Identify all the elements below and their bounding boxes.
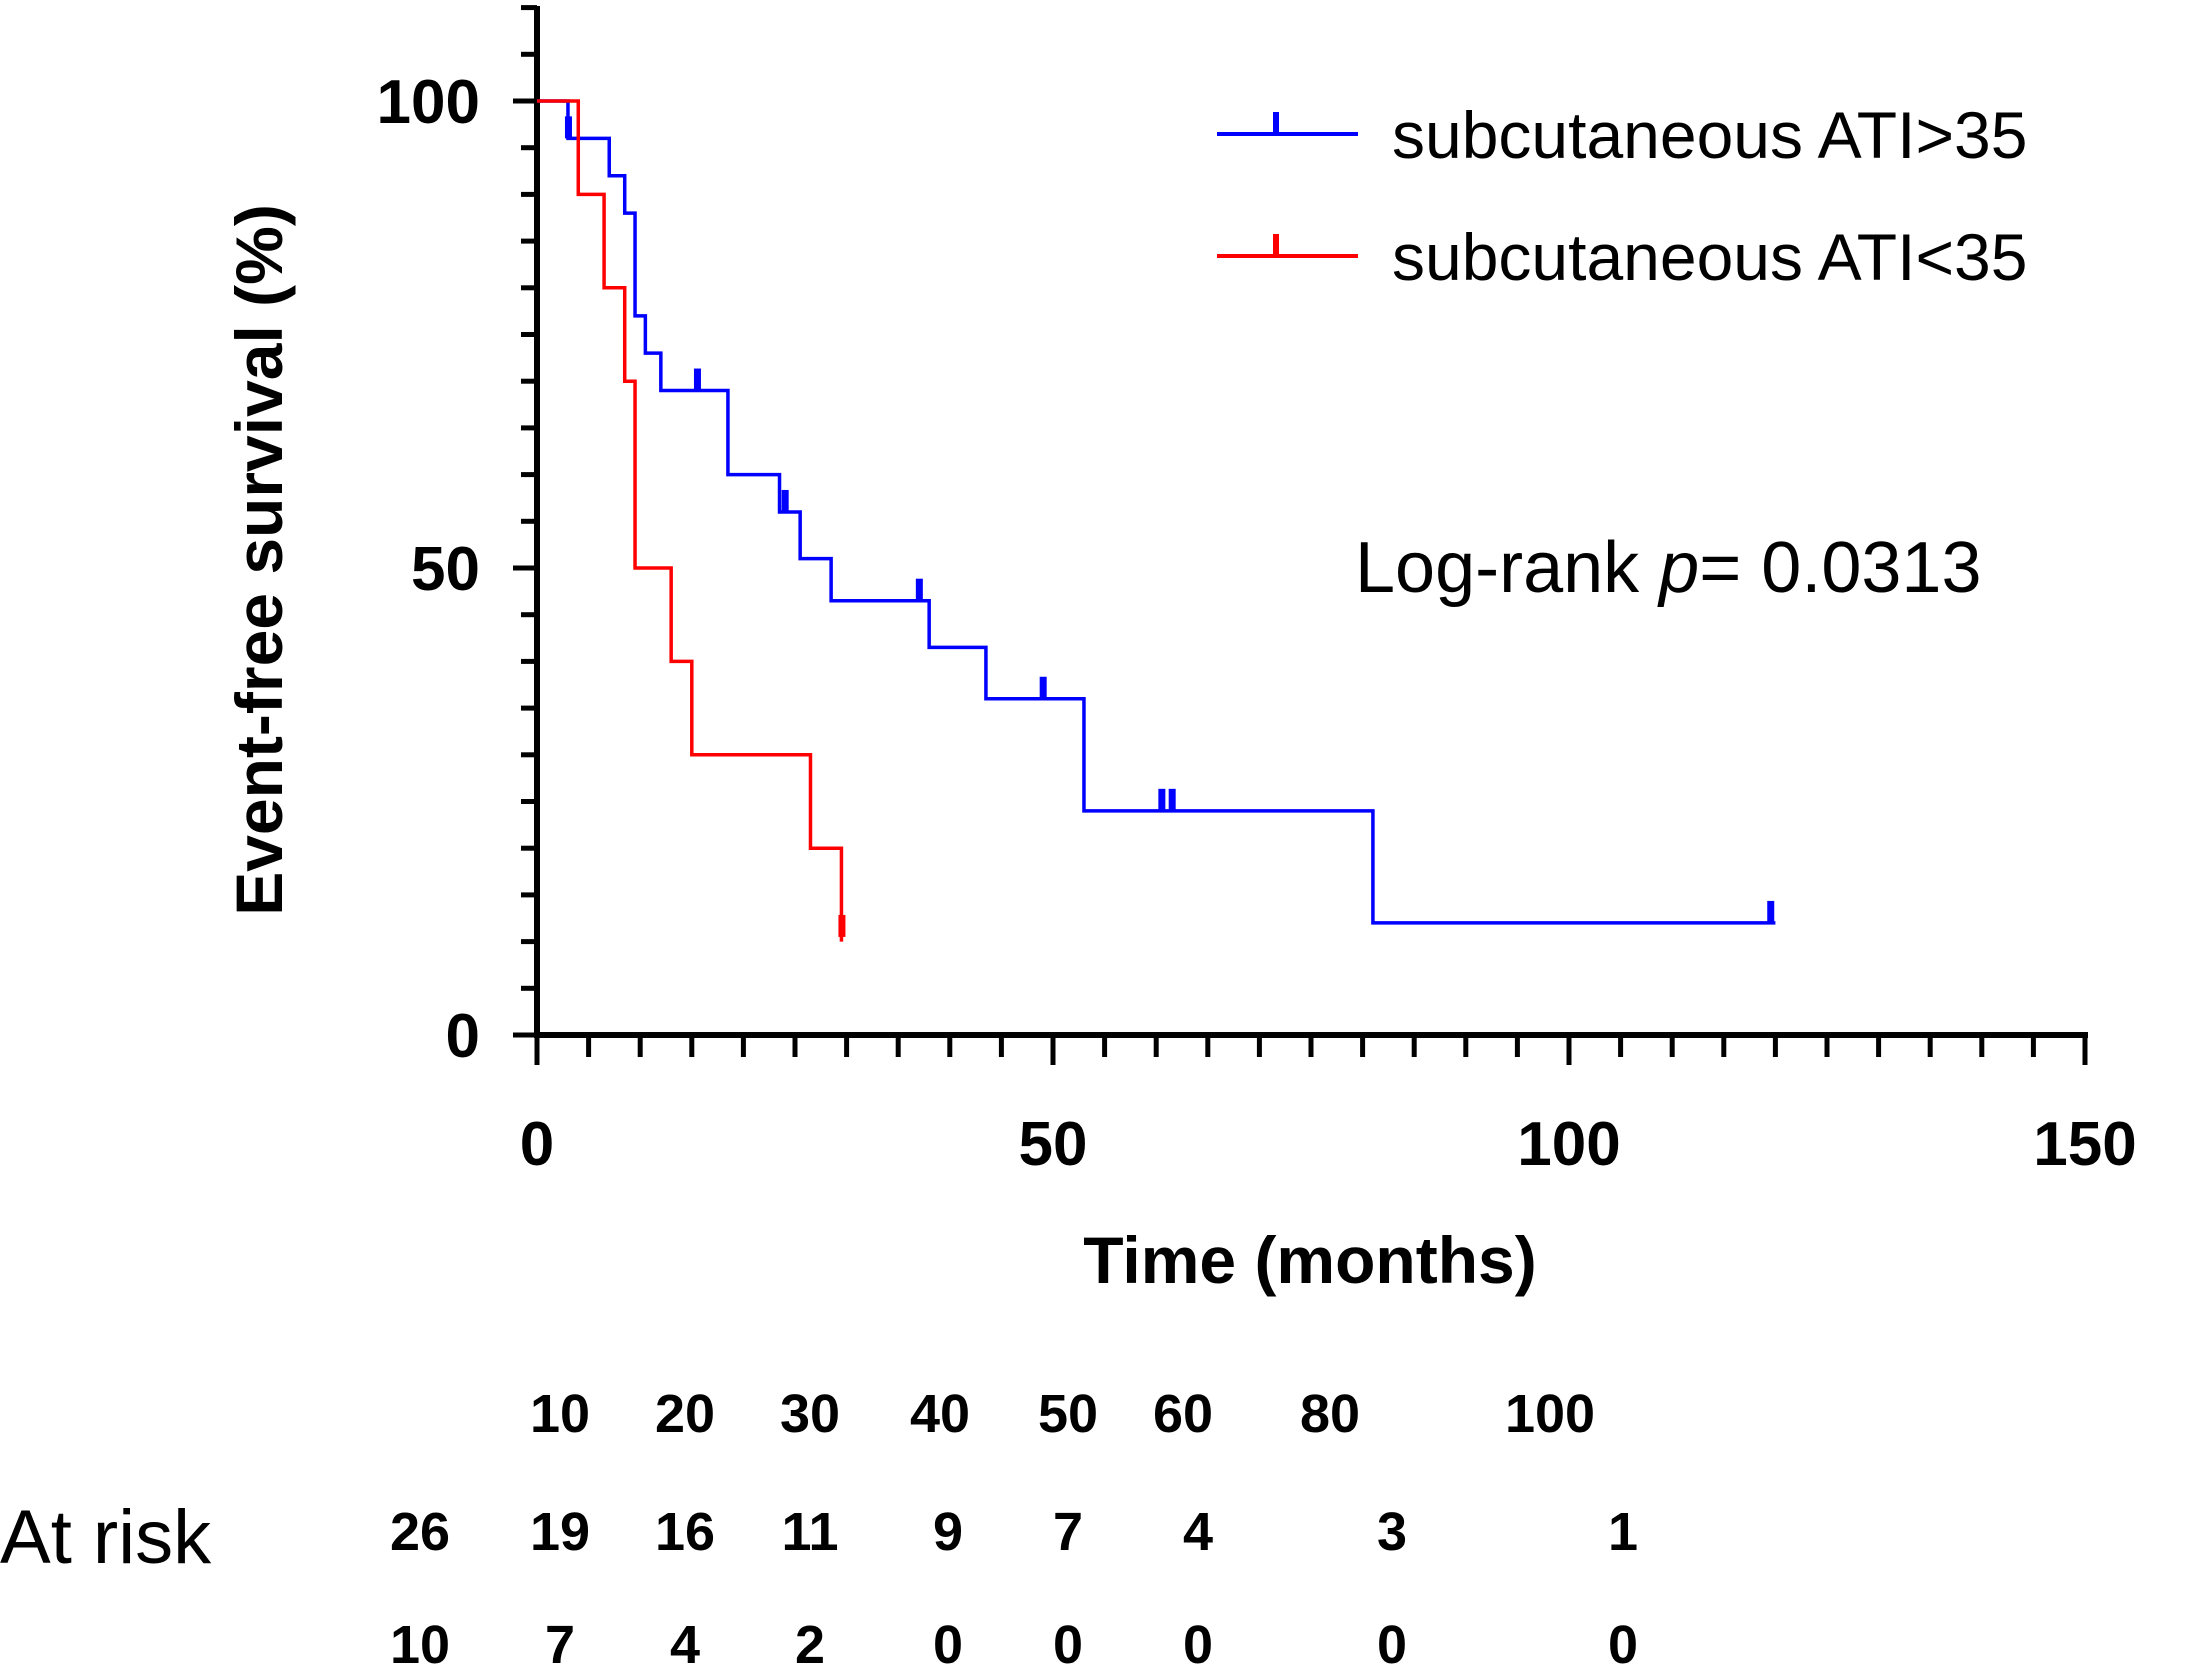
legend: subcutaneous ATI>35 subcutaneous ATI<35 xyxy=(1217,98,2027,294)
risk-table-header: 80 xyxy=(1300,1384,1360,1444)
risk-table-header: 60 xyxy=(1153,1384,1213,1444)
y-tick-label: 100 xyxy=(377,68,480,137)
risk-table-cell: 1 xyxy=(1608,1502,1638,1562)
logrank-annotation: Log-rank p= 0.0313 xyxy=(1355,528,1982,608)
risk-table-cell: 11 xyxy=(781,1502,838,1562)
risk-table-header: 100 xyxy=(1505,1384,1595,1444)
risk-table-cell: 0 xyxy=(1053,1615,1083,1668)
risk-table-cell: 9 xyxy=(933,1502,963,1562)
risk-table-header: 20 xyxy=(655,1384,715,1444)
y-tick-label: 50 xyxy=(411,535,480,604)
censor-mark xyxy=(838,914,846,937)
x-tick-label: 0 xyxy=(520,1110,554,1179)
censor-mark xyxy=(693,368,701,391)
logrank-p-italic: p xyxy=(1657,528,1699,608)
risk-table-header: 50 xyxy=(1038,1384,1098,1444)
risk-table-label: At risk xyxy=(0,1495,212,1580)
x-tick-label: 50 xyxy=(1019,1110,1088,1179)
legend-censor-mark-ati-lt35 xyxy=(1273,234,1279,256)
risk-table-cell: 26 xyxy=(390,1502,450,1562)
censor-mark xyxy=(564,116,572,139)
risk-table-cell: 2 xyxy=(795,1615,825,1668)
x-axis-label: Time (months) xyxy=(1083,1223,1536,1297)
legend-entry-ati-gt35: subcutaneous ATI>35 xyxy=(1217,98,2027,172)
risk-table-cell: 0 xyxy=(1608,1615,1638,1668)
x-tick-label: 150 xyxy=(2033,1110,2136,1179)
risk-table-cell: 4 xyxy=(1183,1502,1213,1562)
censor-mark xyxy=(915,578,923,601)
risk-table-cell: 16 xyxy=(655,1502,715,1562)
censor-mark xyxy=(1158,788,1166,811)
series-layer xyxy=(537,99,1776,942)
risk-table-cell: 3 xyxy=(1377,1502,1407,1562)
risk-table-cell: 7 xyxy=(545,1615,575,1668)
legend-label-ati-lt35: subcutaneous ATI<35 xyxy=(1392,220,2027,294)
survival-curve-ati-lt35 xyxy=(537,99,844,942)
risk-table-header: 40 xyxy=(910,1384,970,1444)
logrank-prefix: Log-rank xyxy=(1355,528,1659,608)
risk-table-cell: 0 xyxy=(1183,1615,1213,1668)
logrank-value: = 0.0313 xyxy=(1699,528,1981,608)
censor-mark xyxy=(1168,788,1176,811)
survival-curve-ati-gt35 xyxy=(537,99,1776,925)
risk-table-cell: 0 xyxy=(1377,1615,1407,1668)
risk-table-cell: 19 xyxy=(530,1502,590,1562)
legend-censor-mark-ati-gt35 xyxy=(1273,112,1279,134)
axes: 0 50 100 0 50 100 150 xyxy=(377,5,2137,1179)
risk-table-cell: 4 xyxy=(670,1615,700,1668)
risk-table-header: 10 xyxy=(530,1384,590,1444)
censor-mark xyxy=(1767,900,1775,923)
y-axis-label: Event-free survival (%) xyxy=(222,204,296,916)
risk-table-header: 30 xyxy=(780,1384,840,1444)
x-tick-label: 100 xyxy=(1517,1110,1620,1179)
y-tick-label: 0 xyxy=(446,1002,480,1071)
legend-label-ati-gt35: subcutaneous ATI>35 xyxy=(1392,98,2027,172)
risk-table-cell: 10 xyxy=(390,1615,450,1668)
legend-entry-ati-lt35: subcutaneous ATI<35 xyxy=(1217,220,2027,294)
censor-mark xyxy=(781,489,789,512)
risk-table-cell: 0 xyxy=(933,1615,963,1668)
censor-mark xyxy=(1039,676,1047,699)
risk-table-cell: 7 xyxy=(1053,1502,1083,1562)
